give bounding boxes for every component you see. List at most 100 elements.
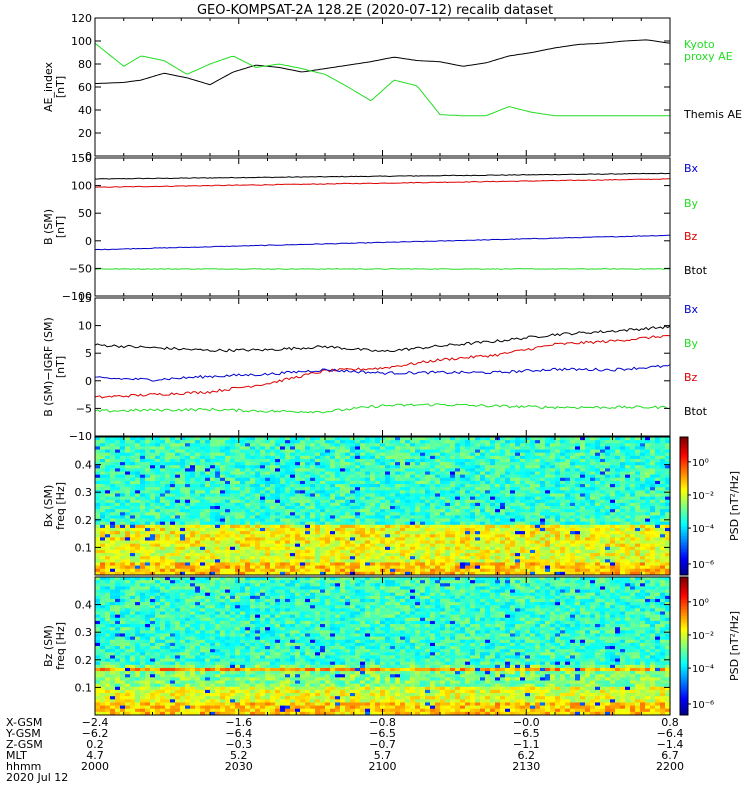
heatmap-cell: [605, 487, 611, 491]
heatmap-cell: [265, 546, 271, 551]
heatmap-cell: [420, 440, 426, 444]
heatmap-cell: [200, 518, 206, 523]
heatmap-cell: [260, 458, 266, 463]
heatmap-cell: [225, 524, 231, 529]
heatmap-cell: [630, 553, 636, 557]
heatmap-cell: [290, 527, 296, 532]
heatmap-cell: [640, 449, 646, 454]
heatmap-cell: [505, 518, 511, 523]
heatmap-cell: [325, 527, 331, 532]
heatmap-cell: [615, 487, 621, 491]
heatmap-cell: [340, 462, 346, 466]
heatmap-cell: [285, 534, 291, 538]
heatmap-cell: [345, 499, 351, 504]
heatmap-cell: [580, 471, 586, 476]
heatmap-cell: [580, 527, 586, 532]
heatmap-cell: [495, 480, 501, 485]
heatmap-cell: [495, 502, 501, 507]
heatmap-cell: [170, 440, 176, 444]
heatmap-cell: [315, 446, 321, 450]
heatmap-cell: [640, 553, 646, 557]
heatmap-cell: [415, 496, 421, 501]
heatmap-cell: [205, 484, 211, 488]
heatmap-cell: [125, 534, 131, 538]
heatmap-cell: [370, 515, 376, 519]
heatmap-cell: [390, 512, 396, 516]
series-line-bx: [94, 234, 671, 251]
heatmap-cell: [470, 458, 476, 463]
heatmap-cell: [115, 440, 121, 444]
heatmap-cell: [465, 440, 471, 444]
heatmap-cell: [360, 546, 366, 551]
heatmap-cell: [105, 527, 111, 532]
heatmap-cell: [130, 499, 136, 504]
heatmap-cell: [295, 540, 301, 545]
heatmap-cell: [645, 484, 651, 488]
heatmap-cell: [635, 487, 641, 491]
heatmap-cell: [345, 452, 351, 457]
heatmap-cell: [160, 515, 166, 519]
heatmap-cell: [110, 509, 116, 513]
heatmap-cell: [230, 449, 236, 454]
heatmap-cell: [155, 471, 161, 476]
heatmap-cell: [630, 562, 636, 566]
heatmap-cell: [480, 553, 486, 557]
heatmap-cell: [155, 446, 161, 450]
heatmap-cell: [130, 537, 136, 541]
heatmap-cell: [260, 559, 266, 563]
heatmap-cell: [545, 549, 551, 554]
heatmap-cell: [230, 477, 236, 482]
heatmap-cell: [545, 496, 551, 501]
heatmap-cell: [655, 553, 661, 557]
heatmap-cell: [315, 477, 321, 482]
heatmap-cell: [110, 493, 116, 497]
heatmap-cell: [335, 458, 341, 463]
heatmap-cell: [605, 468, 611, 472]
heatmap-cell: [250, 527, 256, 532]
heatmap-cell: [145, 490, 151, 494]
heatmap-cell: [185, 480, 191, 485]
heatmap-cell: [405, 462, 411, 466]
heatmap-cell: [460, 490, 466, 494]
heatmap-cell: [640, 499, 646, 504]
heatmap-cell: [165, 452, 171, 457]
heatmap-cell: [475, 562, 481, 566]
heatmap-cell: [260, 565, 266, 570]
heatmap-cell: [415, 527, 421, 532]
heatmap-cell: [385, 527, 391, 532]
heatmap-cell: [385, 509, 391, 513]
heatmap-cell: [455, 527, 461, 532]
heatmap-cell: [445, 443, 451, 447]
heatmap-cell: [620, 512, 626, 516]
heatmap-cell: [110, 449, 116, 454]
heatmap-cell: [265, 506, 271, 510]
heatmap-cell: [500, 462, 506, 466]
heatmap-cell: [420, 458, 426, 463]
heatmap-cell: [640, 512, 646, 516]
heatmap-cell: [500, 446, 506, 450]
heatmap-cell: [655, 559, 661, 563]
heatmap-cell: [155, 443, 161, 447]
heatmap-cell: [230, 543, 236, 548]
heatmap-cell: [425, 553, 431, 557]
heatmap-cell: [470, 556, 476, 560]
heatmap-cell: [595, 556, 601, 560]
heatmap-cell: [360, 506, 366, 510]
heatmap-cell: [540, 496, 546, 501]
heatmap-cell: [225, 474, 231, 479]
heatmap-cell: [400, 493, 406, 497]
heatmap-cell: [440, 553, 446, 557]
heatmap-cell: [255, 468, 261, 472]
heatmap-cell: [605, 521, 611, 526]
heatmap-cell: [430, 518, 436, 523]
heatmap-cell: [655, 446, 661, 450]
heatmap-cell: [415, 474, 421, 479]
heatmap-cell: [215, 487, 221, 491]
heatmap-cell: [535, 443, 541, 447]
heatmap-cell: [360, 540, 366, 545]
heatmap-cell: [400, 490, 406, 494]
heatmap-cell: [515, 515, 521, 519]
heatmap-cell: [220, 455, 226, 460]
heatmap-cell: [530, 515, 536, 519]
heatmap-cell: [420, 437, 426, 441]
